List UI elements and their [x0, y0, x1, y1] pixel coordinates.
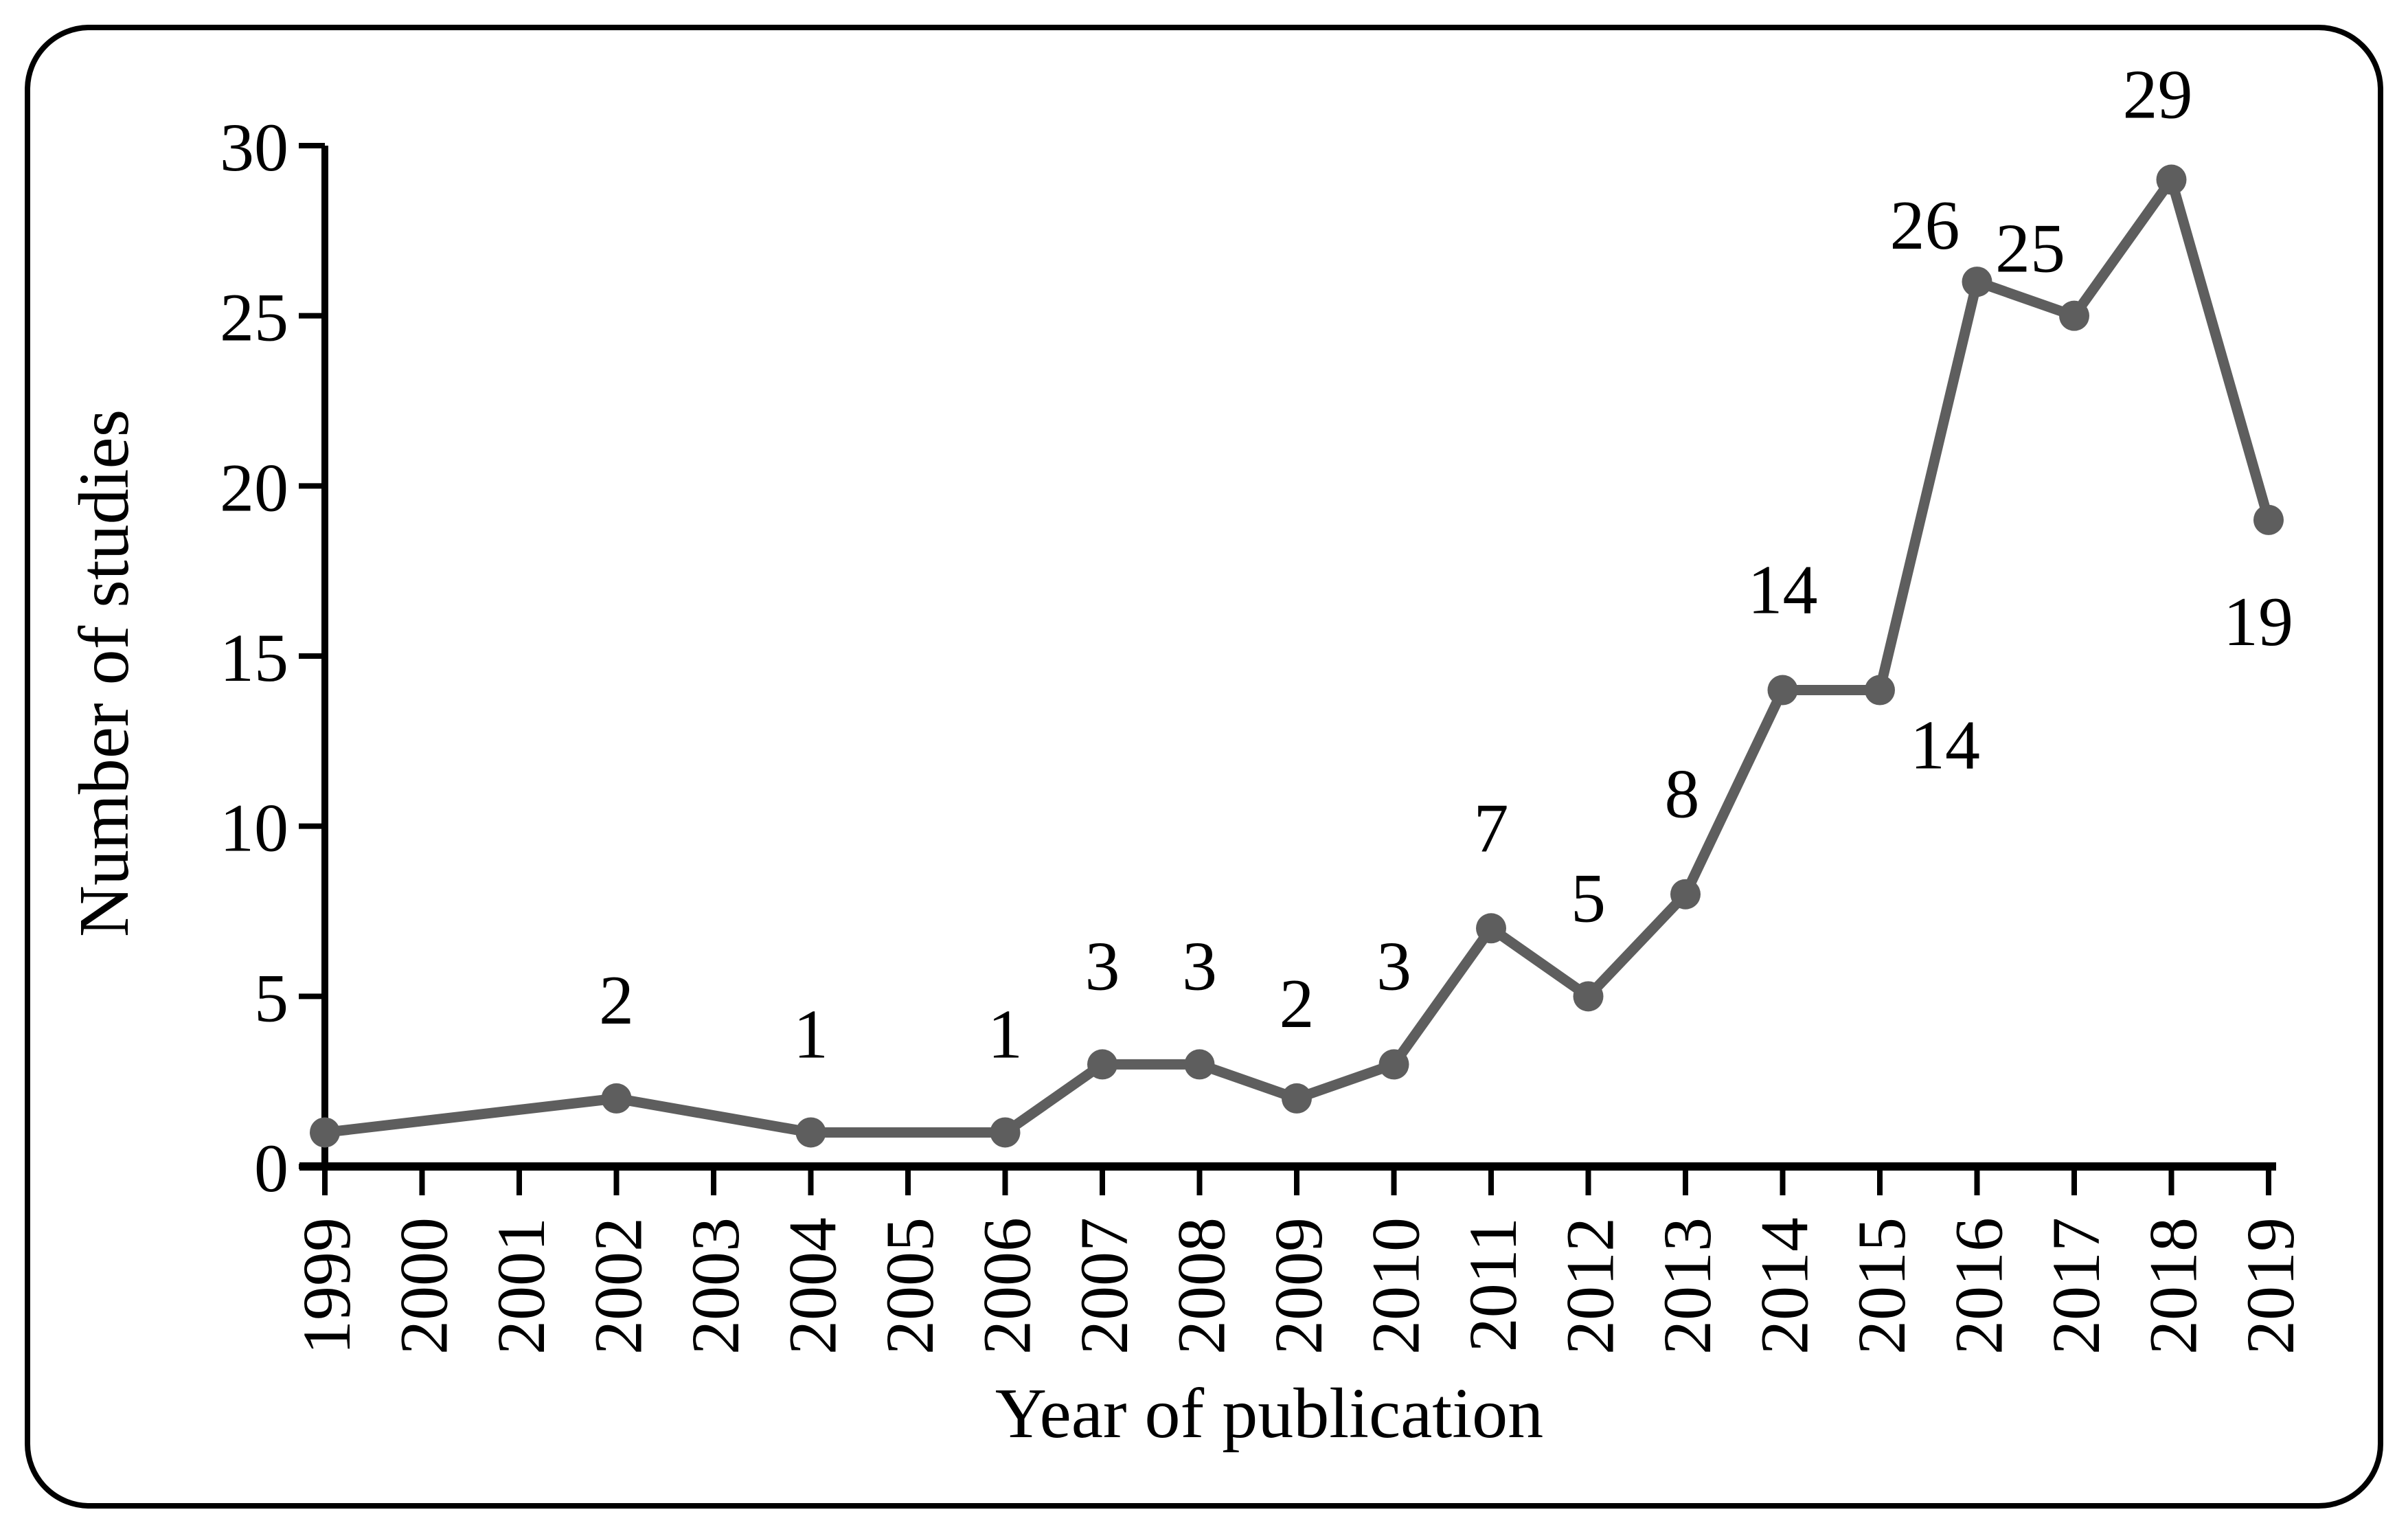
data-point-2002 [601, 1083, 632, 1114]
data-point-2013 [1670, 879, 1701, 910]
data-label-2012: 5 [1571, 859, 1606, 937]
data-point-2006 [990, 1117, 1021, 1148]
data-point-2016 [1962, 267, 1992, 297]
x-tick-label-2007: 2007 [1066, 1217, 1142, 1355]
data-point-2010 [1378, 1049, 1409, 1080]
x-tick-label-2016: 2016 [1941, 1217, 2017, 1355]
data-point-2018 [2156, 164, 2187, 195]
data-point-2014 [1767, 675, 1798, 706]
x-tick-label-2006: 2006 [969, 1217, 1045, 1355]
data-label-2010: 3 [1376, 927, 1411, 1005]
data-label-2014: 14 [1748, 552, 1818, 629]
x-tick-label-2011: 2011 [1455, 1217, 1531, 1352]
data-point-2004 [795, 1117, 826, 1148]
data-point-2007 [1087, 1049, 1117, 1080]
data-point-2011 [1476, 913, 1506, 944]
x-tick-label-2008: 2008 [1163, 1217, 1240, 1355]
x-axis-title: Year of publication [995, 1374, 1543, 1453]
x-tick-label-2017: 2017 [2038, 1217, 2114, 1355]
x-tick-label-2013: 2013 [1649, 1217, 1725, 1355]
x-tick-label-1999: 1999 [288, 1217, 365, 1355]
x-tick-label-2001: 2001 [483, 1217, 559, 1355]
data-label-2019: 19 [2223, 583, 2293, 661]
x-tick-label-2014: 2014 [1747, 1217, 1823, 1355]
data-point-2017 [2059, 300, 2089, 331]
x-tick-label-2009: 2009 [1260, 1217, 1337, 1355]
data-point-2012 [1573, 981, 1604, 1012]
x-tick-label-2010: 2010 [1358, 1217, 1434, 1355]
y-tick-label-20: 20 [220, 449, 288, 526]
x-tick-label-2000: 2000 [386, 1217, 462, 1355]
axes [299, 143, 2276, 1195]
data-label-2002: 2 [599, 962, 634, 1039]
y-tick-label-15: 15 [220, 620, 288, 696]
x-tick-label-2004: 2004 [775, 1217, 851, 1355]
y-tick-label-30: 30 [220, 109, 288, 185]
x-tick-label-2012: 2012 [1552, 1217, 1628, 1355]
data-point-2019 [2253, 504, 2284, 535]
figure-border [25, 25, 2383, 1509]
data-label-2017: 25 [1995, 210, 2065, 288]
data-series [310, 164, 2284, 1148]
data-label-2015: 14 [1910, 707, 1980, 785]
data-label-2006: 1 [988, 995, 1023, 1073]
y-tick-label-5: 5 [254, 960, 288, 1036]
y-tick-label-25: 25 [220, 280, 288, 356]
data-point-1999 [310, 1117, 340, 1148]
x-tick-label-2015: 2015 [1843, 1217, 1920, 1355]
y-axis-title: Number of studies [65, 409, 144, 937]
y-tick-label-0: 0 [254, 1130, 288, 1206]
data-label-2011: 7 [1474, 789, 1509, 867]
data-label-2018: 29 [2123, 56, 2193, 134]
x-tick-label-2002: 2002 [580, 1217, 657, 1355]
x-tick-label-2003: 2003 [677, 1217, 753, 1355]
data-label-2007: 3 [1085, 927, 1120, 1005]
data-label-2009: 2 [1280, 965, 1315, 1043]
x-tick-label-2018: 2018 [2135, 1217, 2212, 1355]
data-label-2016: 26 [1890, 187, 1960, 264]
y-tick-label-10: 10 [220, 790, 288, 866]
x-tick-label-2005: 2005 [872, 1217, 948, 1355]
data-point-2008 [1184, 1049, 1215, 1080]
data-label-2008: 3 [1182, 927, 1217, 1005]
data-point-2015 [1865, 675, 1895, 706]
data-label-2004: 1 [793, 995, 828, 1073]
x-tick-label-2019: 2019 [2232, 1217, 2308, 1355]
data-point-2009 [1282, 1083, 1312, 1114]
data-label-2013: 8 [1665, 756, 1700, 833]
